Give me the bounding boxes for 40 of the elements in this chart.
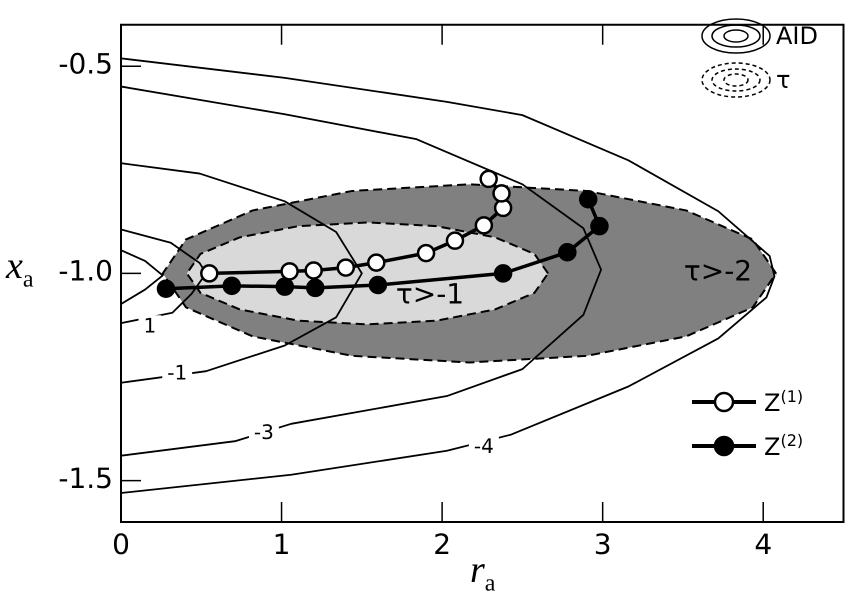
point — [336, 258, 356, 277]
point — [494, 264, 512, 283]
annotation: 1 — [144, 313, 156, 338]
point — [474, 216, 494, 235]
point — [416, 244, 436, 262]
point — [590, 216, 609, 236]
point — [368, 276, 388, 294]
point — [367, 253, 386, 272]
x-tick-label: 4 — [754, 528, 772, 562]
legend-label: Z$^{(2)}$ — [764, 431, 804, 461]
point — [222, 276, 242, 296]
y-tick-label: -1.0 — [58, 254, 113, 288]
annotation: -3 — [254, 420, 274, 444]
point — [200, 264, 219, 283]
y-tick-label: -1.5 — [58, 462, 113, 495]
point — [156, 279, 176, 298]
annotation: -4 — [474, 434, 494, 458]
point — [492, 184, 511, 203]
x-tick-label: 2 — [433, 528, 452, 562]
point — [276, 277, 294, 296]
annotation: τ>-1 — [396, 277, 464, 310]
x-tick-label: 0 — [112, 528, 130, 562]
x-tick-label: 3 — [594, 528, 612, 562]
annotation: -1 — [167, 360, 188, 384]
point — [479, 170, 498, 188]
annotation: τ>-2 — [684, 254, 752, 288]
point — [558, 243, 577, 262]
point — [494, 198, 512, 218]
point — [304, 261, 323, 280]
point — [446, 231, 464, 250]
x-axis-title: r$_{a}$ — [470, 548, 496, 598]
legend-label: Z$^{(1)}$ — [764, 387, 804, 417]
y-tick-label: -0.5 — [58, 48, 113, 81]
point — [280, 262, 299, 281]
point — [306, 278, 325, 298]
legend-label: AID — [776, 22, 818, 50]
x-tick-label: 1 — [272, 528, 290, 562]
y-axis-title: x$_{a}$ — [6, 244, 34, 294]
legend-label: τ — [776, 66, 790, 94]
point — [578, 190, 598, 208]
